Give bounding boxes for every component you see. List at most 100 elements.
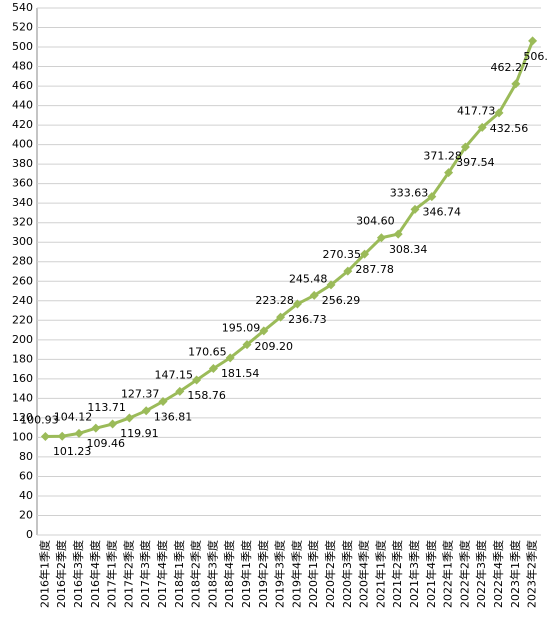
x-tick-label: 2018年3季度 — [205, 540, 219, 608]
data-point — [175, 386, 185, 396]
data-point — [292, 299, 302, 309]
data-point — [276, 312, 286, 322]
x-tick-label: 2021年4季度 — [424, 540, 438, 608]
x-tick-label: 2021年1季度 — [373, 540, 387, 608]
x-tick-label: 2018年4季度 — [222, 540, 236, 608]
data-point — [477, 122, 487, 132]
data-point — [225, 353, 235, 363]
y-tick-label: 160 — [12, 372, 33, 385]
x-tick-label: 2017年1季度 — [105, 540, 119, 608]
y-tick-label: 300 — [12, 235, 33, 248]
data-label: 223.28 — [255, 294, 294, 307]
data-label: 256.29 — [322, 294, 361, 307]
data-label: 170.65 — [188, 345, 227, 358]
x-tick-label: 2023年1季度 — [508, 540, 522, 608]
data-label: 158.76 — [187, 389, 226, 402]
data-label: 104.12 — [54, 410, 93, 423]
data-point — [376, 233, 386, 243]
data-point — [57, 431, 67, 441]
y-tick-label: 440 — [12, 99, 33, 112]
data-label: 101.23 — [53, 445, 92, 458]
y-tick-label: 360 — [12, 177, 33, 190]
x-tick-label: 2022年3季度 — [474, 540, 488, 608]
y-tick-label: 460 — [12, 79, 33, 92]
x-tick-label: 2019年3季度 — [273, 540, 287, 608]
data-point — [494, 108, 504, 118]
x-tick-label: 2022年4季度 — [491, 540, 505, 608]
data-point — [208, 363, 218, 373]
data-line — [45, 40, 534, 438]
data-label: 236.73 — [288, 313, 327, 326]
data-label: 371.28 — [423, 150, 462, 163]
y-tick-label: 420 — [12, 118, 33, 131]
data-label: 147.15 — [155, 368, 194, 381]
y-tick-label: 400 — [12, 138, 33, 151]
x-tick-label: 2020年1季度 — [306, 540, 320, 608]
data-label: 397.54 — [456, 156, 495, 169]
data-point — [141, 406, 151, 416]
x-tick-label: 2020年4季度 — [357, 540, 371, 608]
y-tick-label: 120 — [12, 411, 33, 424]
data-label: 113.71 — [87, 401, 126, 414]
x-tick-label: 2017年3季度 — [138, 540, 152, 608]
y-tick-label: 320 — [12, 216, 33, 229]
data-label: 432.56 — [490, 122, 529, 135]
y-tick-label: 0 — [26, 528, 33, 541]
data-point — [192, 375, 202, 385]
y-tick-label: 100 — [12, 430, 33, 443]
x-tick-label: 2020年2季度 — [323, 540, 337, 608]
x-tick-label: 2016年2季度 — [54, 540, 68, 608]
data-point — [528, 36, 538, 46]
x-tick-label: 2019年2季度 — [256, 540, 270, 608]
x-tick-label: 2019年4季度 — [289, 540, 303, 608]
y-tick-label: 380 — [12, 157, 33, 170]
x-tick-label: 2018年2季度 — [189, 540, 203, 608]
data-point — [309, 290, 319, 300]
data-label: 417.73 — [457, 104, 496, 117]
y-tick-label: 500 — [12, 40, 33, 53]
y-tick-label: 80 — [19, 450, 33, 463]
data-label: 304.60 — [356, 215, 395, 228]
y-tick-label: 540 — [12, 1, 33, 14]
data-point — [326, 280, 336, 290]
x-tick-label: 2018年1季度 — [172, 540, 186, 608]
data-point — [40, 431, 50, 441]
y-tick-label: 520 — [12, 21, 33, 34]
data-label: 195.09 — [222, 322, 261, 335]
data-point — [91, 423, 101, 433]
data-point — [158, 396, 168, 406]
x-tick-label: 2016年1季度 — [37, 540, 51, 608]
data-point — [360, 249, 370, 259]
y-tick-label: 240 — [12, 294, 33, 307]
x-tick-label: 2022年1季度 — [441, 540, 455, 608]
data-point — [410, 204, 420, 214]
x-tick-label: 2019年1季度 — [239, 540, 253, 608]
x-tick-label: 2020年3季度 — [340, 540, 354, 608]
x-tick-label: 2023年2季度 — [525, 540, 539, 608]
data-label: 346.74 — [423, 206, 462, 219]
data-point — [259, 326, 269, 336]
data-label: 506.37 — [523, 50, 547, 63]
y-tick-label: 180 — [12, 352, 33, 365]
data-label: 287.78 — [355, 263, 394, 276]
data-label: 109.46 — [87, 437, 126, 450]
y-tick-label: 60 — [19, 469, 33, 482]
x-tick-label: 2016年3季度 — [71, 540, 85, 608]
data-point — [511, 79, 521, 89]
y-tick-label: 280 — [12, 255, 33, 268]
data-point — [460, 142, 470, 152]
data-point — [124, 413, 134, 423]
data-label: 127.37 — [121, 388, 160, 401]
data-label: 245.48 — [289, 272, 328, 285]
data-label: 100.93 — [20, 413, 59, 426]
data-label: 136.81 — [154, 410, 193, 423]
x-tick-label: 2016年4季度 — [88, 540, 102, 608]
data-label: 462.27 — [491, 61, 530, 74]
data-point — [427, 192, 437, 202]
y-tick-label: 20 — [19, 508, 33, 521]
y-tick-label: 480 — [12, 60, 33, 73]
data-point — [74, 428, 84, 438]
data-label: 308.34 — [389, 243, 428, 256]
data-point — [242, 340, 252, 350]
